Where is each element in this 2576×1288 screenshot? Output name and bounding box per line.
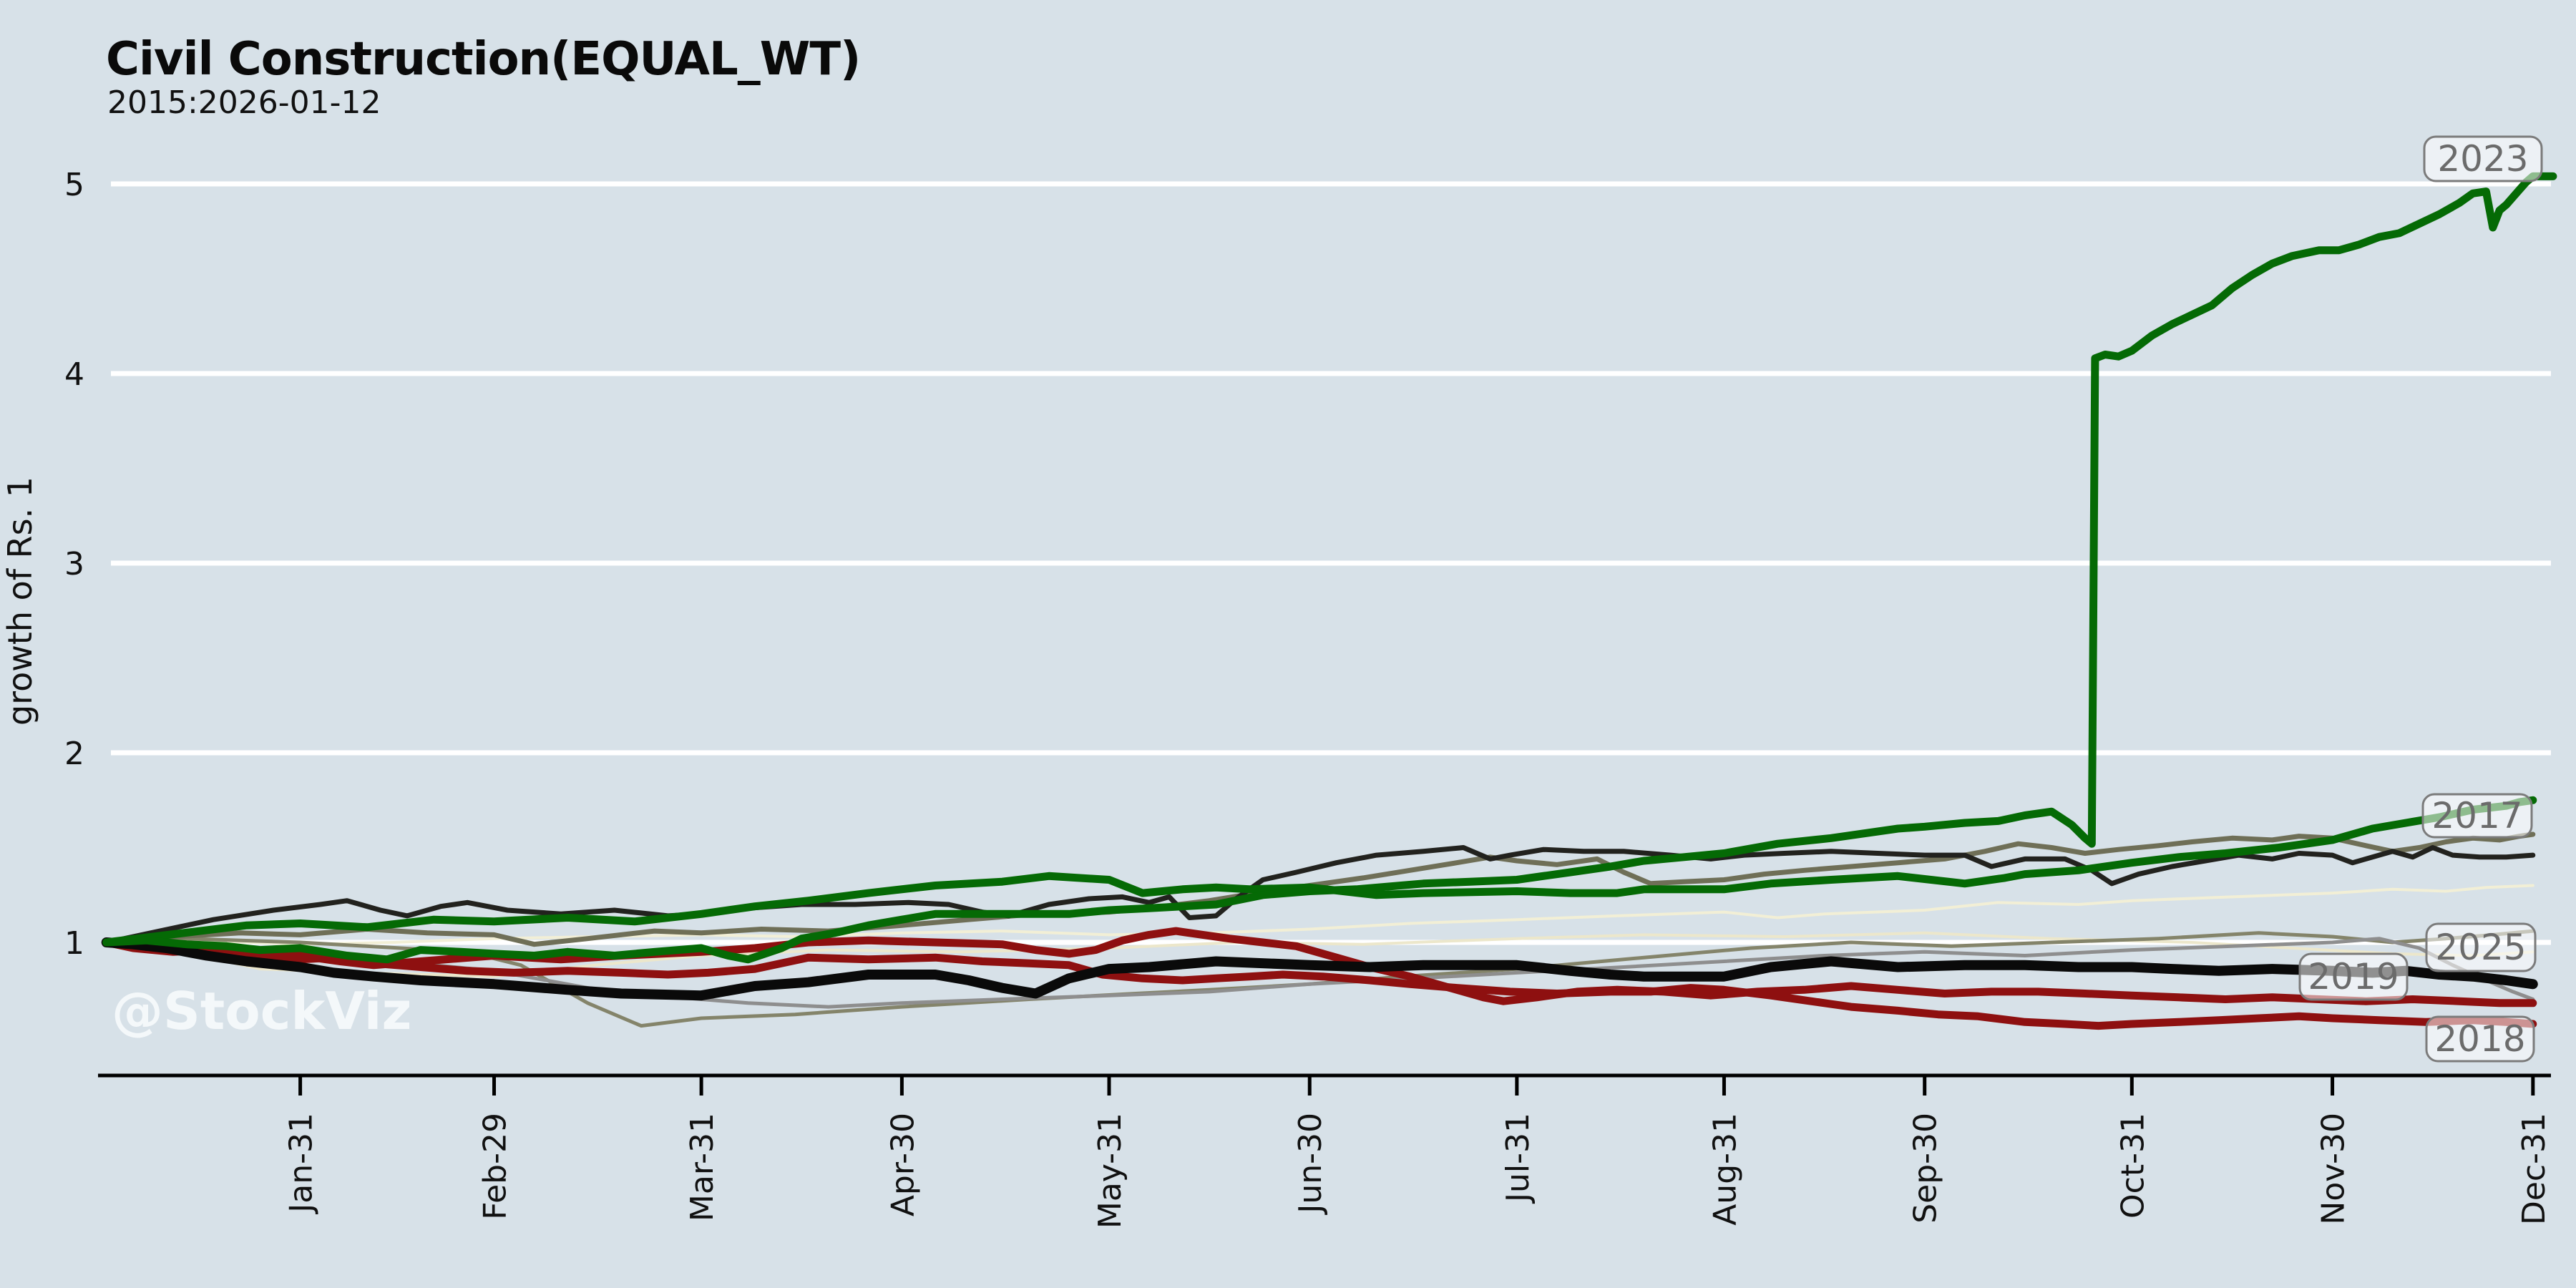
year-label-text-2019: 2019 — [2308, 956, 2399, 997]
year-label-box-2018 — [2425, 1015, 2535, 1063]
series-line-2022 — [104, 937, 2535, 1009]
y-tick-label-4: 4 — [64, 356, 84, 393]
x-tick-label-Jul-31: Jul-31 — [1500, 1113, 1536, 1204]
series-line-2018 — [102, 938, 2537, 1030]
y-tick-label-3: 3 — [64, 546, 84, 582]
chart-subtitle: 2015:2026-01-12 — [107, 84, 381, 121]
x-tick-label-Apr-30: Apr-30 — [884, 1113, 921, 1216]
series-lines — [101, 172, 2557, 1030]
year-label-box-2019 — [2298, 952, 2409, 1001]
x-axis: Jan-31 Feb-29 Mar-31 Apr-30 May-31 Jun-30 Jul-… — [98, 1073, 2552, 1229]
x-tick-label-Nov-30: Nov-30 — [2316, 1113, 2352, 1225]
chart-title: Civil Construction(EQUAL_WT) — [106, 33, 860, 86]
x-tick-label-May-31: May-31 — [1092, 1113, 1128, 1229]
year-label-text-2017: 2017 — [2431, 795, 2522, 836]
year-label-box-2017 — [2421, 793, 2533, 839]
y-tick-label-2: 2 — [64, 736, 84, 772]
series-line-2023 — [102, 172, 2557, 964]
year-label-box-2023 — [2423, 135, 2543, 182]
x-tick-label-Mar-31: Mar-31 — [684, 1113, 721, 1221]
x-tick-label-Aug-31: Aug-31 — [1707, 1113, 1743, 1226]
series-line-2021 — [104, 845, 2536, 945]
year-label-2019: 2019 — [2298, 952, 2409, 1001]
year-label-text-2023: 2023 — [2437, 138, 2528, 180]
x-tick-label-Jan-31: Jan-31 — [283, 1113, 320, 1215]
series-line-2025 — [101, 937, 2538, 1001]
y-tick-label-1: 1 — [64, 925, 84, 962]
year-label-2018: 2018 — [2425, 1015, 2535, 1063]
year-label-text-2025: 2025 — [2435, 927, 2526, 968]
x-tick-label-Oct-31: Oct-31 — [2114, 1113, 2151, 1219]
series-line-2017 — [102, 796, 2537, 947]
year-label-2023: 2023 — [2423, 135, 2543, 182]
x-tick-label-Dec-31: Dec-31 — [2516, 1113, 2552, 1225]
x-tick-label-Sep-30: Sep-30 — [1908, 1113, 1944, 1224]
y-axis-tick-labels: 1 2 3 4 5 — [64, 167, 84, 962]
x-tick-label-Feb-29: Feb-29 — [477, 1113, 514, 1220]
year-end-labels: 2023 2017 2025 2019 2018 — [2298, 135, 2543, 1063]
x-tick-label-Jun-30: Jun-30 — [1292, 1113, 1329, 1216]
year-label-text-2018: 2018 — [2434, 1018, 2525, 1060]
year-label-box-2025 — [2425, 922, 2537, 972]
year-label-2017: 2017 — [2421, 793, 2533, 839]
year-label-2025: 2025 — [2425, 922, 2537, 972]
series-line-2015 — [104, 884, 2534, 946]
y-tick-label-5: 5 — [64, 167, 84, 203]
y-axis-title: growth of Rs. 1 — [1, 477, 39, 726]
stockviz-watermark: @StockViz — [112, 981, 411, 1041]
